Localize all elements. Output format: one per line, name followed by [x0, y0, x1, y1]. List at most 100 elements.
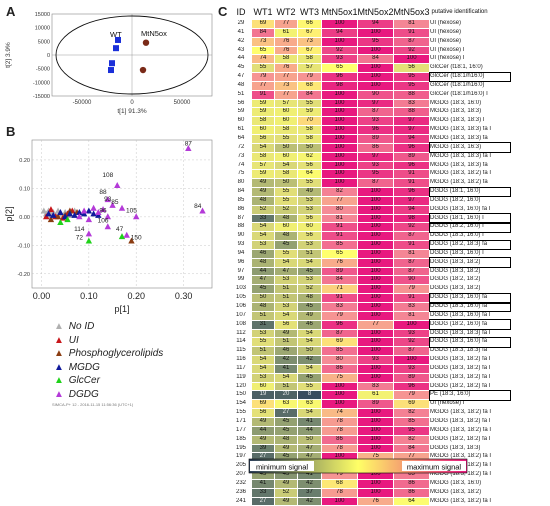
heatmap-cell: 91 — [393, 169, 431, 180]
putative-identification: DGDG (18:3, 18:2) fa I — [429, 363, 511, 374]
panel-label-b: B — [6, 124, 16, 139]
heatmap-cell: 87 — [393, 257, 431, 268]
heatmap-cell: 54 — [251, 355, 275, 365]
loading-point-mgdg — [66, 210, 74, 217]
heatmap-cell: 94 — [393, 133, 431, 144]
row-id: 97 — [230, 266, 252, 277]
heatmap-cell: 54 — [251, 231, 275, 242]
heatmap-cell: 100 — [320, 107, 359, 118]
loading-annotation: 47 — [116, 226, 124, 233]
row-id: 93 — [230, 240, 252, 250]
heatmap-cell: 100 — [320, 116, 359, 127]
heatmap-cell: 52 — [297, 284, 322, 295]
heatmap-cell: 53 — [297, 275, 322, 286]
putative-identification: MGDG (18:3, 16:3) — [429, 142, 511, 153]
heatmap-cell: 100 — [320, 98, 359, 109]
putative-identification: MGDG (18:3, 18:3) fa — [429, 160, 511, 171]
heatmap-cell: 89 — [320, 266, 359, 277]
y-tick-label: -5000 — [36, 67, 50, 73]
y-axis-label: t[2] 3.9% — [5, 42, 12, 68]
heatmap-cell: 100 — [320, 399, 359, 410]
heatmap-cell: 100 — [357, 27, 395, 38]
putative-identification: MGDG (18:3, 18:3) I — [429, 116, 511, 127]
heatmap-cell: 60 — [274, 116, 298, 127]
heatmap-cell: 65 — [320, 63, 359, 74]
heatmap-column-header: WT2 — [274, 6, 298, 20]
heatmap-cell: 64 — [297, 169, 322, 180]
heatmap-cell: 87 — [357, 178, 395, 189]
heatmap-cell: 50 — [274, 142, 298, 153]
heatmap-cell: 92 — [393, 222, 431, 233]
heatmap-cell: 79 — [393, 284, 431, 295]
row-id: 154 — [230, 399, 252, 410]
putative-identification: DGDG (18:1, 16:0) — [429, 187, 511, 197]
heatmap-cell: 60 — [251, 381, 275, 392]
loading-point-dgdg — [95, 208, 102, 215]
heatmap-cell: 52 — [274, 204, 298, 215]
heatmap-cell: 63 — [297, 399, 322, 410]
loading-point-mgdg — [71, 211, 78, 218]
heatmap-column-header: WT3 — [297, 6, 322, 20]
loading-annotation: 72 — [76, 234, 84, 241]
y-tick-label: 0.20 — [19, 158, 30, 164]
score-point-wt — [113, 45, 119, 52]
heatmap-cell: 96 — [393, 381, 431, 392]
heatmap-cell: 100 — [320, 89, 359, 100]
heatmap-cell: 41 — [297, 416, 322, 427]
heatmap-cell: 94 — [357, 19, 395, 29]
heatmap-cell: 89 — [393, 372, 431, 383]
heatmap-cell: 47 — [274, 266, 298, 277]
score-point-wt — [115, 36, 121, 43]
loading-point-glccer — [57, 218, 64, 225]
loading-point-glccer — [85, 237, 93, 244]
heatmap-cell: 54 — [274, 160, 298, 171]
heatmap-cell: 100 — [357, 213, 395, 224]
heatmap-cell: 83 — [357, 381, 395, 392]
heatmap-cell: 45 — [297, 266, 322, 277]
heatmap-cell: 78 — [320, 443, 359, 454]
heatmap-cell: 49 — [274, 478, 298, 489]
putative-identification: DGDG (18:3, 18:3) fa — [429, 346, 511, 357]
heatmap-cell: 50 — [297, 142, 322, 153]
heatmap-cell: 93 — [393, 363, 431, 374]
row-id: 108 — [230, 319, 252, 330]
loading-annotation: 105 — [126, 207, 137, 214]
heatmap-cell: 98 — [320, 80, 359, 91]
heatmap-row: 116 54 42 42 80 93 100 DGDG (18:3, 18:2) fa I — [230, 355, 511, 365]
loading-annotation: 84 — [194, 203, 202, 210]
group-label: MtN5ox — [141, 29, 167, 38]
heatmap-cell: 58 — [274, 125, 298, 135]
heatmap-cell: 45 — [251, 284, 275, 295]
heatmap-row: 72 54 50 50 100 86 96 MGDG (18:3, 16:3) — [230, 142, 511, 153]
triangle-icon: ▲ — [54, 334, 64, 346]
y-tick-label: 5000 — [38, 39, 50, 45]
putative-identification: DGDG (18:3, 18:3) fa I — [429, 328, 511, 339]
heatmap-table: ID WT1 WT2 WT3 MtN5ox1 MtN5ox2 MtN5ox3 putative… — [230, 6, 511, 506]
heatmap-cell: 76 — [274, 36, 298, 47]
heatmap-cell: 56 — [274, 319, 298, 330]
heatmap-cell: 57 — [251, 160, 275, 171]
row-id: 72 — [230, 142, 252, 153]
heatmap-cell: 69 — [393, 399, 431, 410]
putative-identification: DGDG (18:2, 18:2) fa I — [429, 434, 511, 445]
putative-identification: GlcCer (t18:1/h16:0) — [429, 80, 511, 91]
heatmap-cell: 73 — [251, 36, 275, 47]
heatmap-cell: 58 — [297, 54, 322, 65]
heatmap-cell: 49 — [251, 178, 275, 189]
heatmap-cell: 97 — [357, 151, 395, 162]
loading-annotation: 93 — [104, 196, 112, 203]
heatmap-cell: 75 — [320, 372, 359, 383]
panel-label-c: C — [218, 4, 228, 19]
heatmap-row: 154 69 63 63 100 89 69 UI (hexose) I — [230, 399, 511, 410]
putative-identification: MGDG (18:3, 18:3) fa I — [429, 151, 511, 162]
heatmap-row: 84 49 55 49 82 100 96 DGDG (18:1, 16:0) — [230, 187, 511, 197]
heatmap-cell: 69 — [251, 399, 275, 410]
heatmap-cell: 70 — [297, 116, 322, 127]
heatmap-cell: 49 — [274, 328, 298, 339]
heatmap-cell: 80 — [320, 355, 359, 365]
row-id: 195 — [230, 443, 252, 454]
putative-identification: DGDG (18:3, 16:0) fa — [429, 302, 511, 312]
heatmap-cell: 100 — [357, 425, 395, 436]
heatmap-cell: 59 — [251, 107, 275, 118]
